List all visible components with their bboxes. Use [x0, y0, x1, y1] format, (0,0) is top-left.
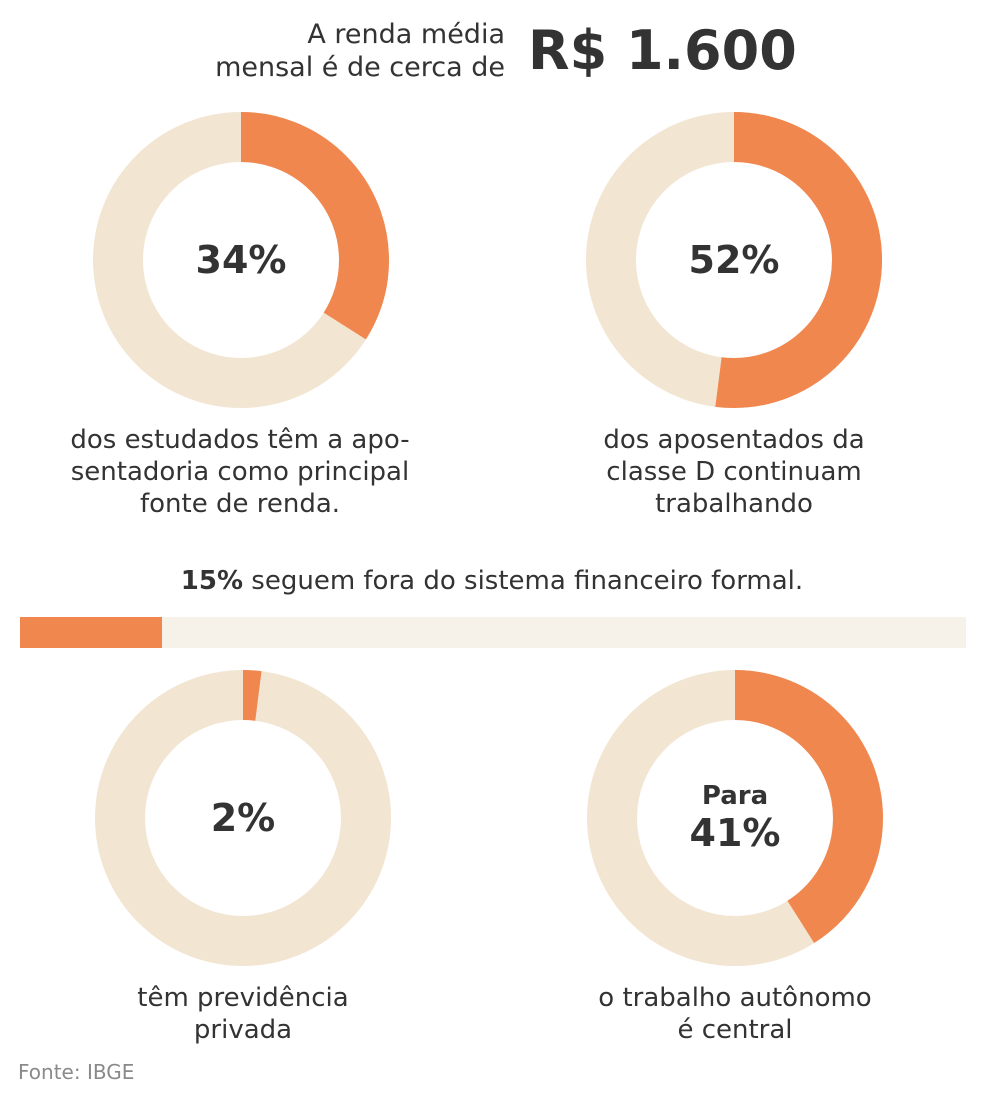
donut-caption: têm previdência privada — [43, 982, 443, 1046]
donut-svg — [93, 112, 389, 408]
donut-caption: dos estudados têm a apo- sentadoria como… — [40, 424, 440, 520]
donut-center-value: 52% — [688, 238, 780, 282]
bar-label: 15% seguem fora do sistema financeiro fo… — [0, 564, 984, 598]
donut-chart-self-employment: Para 41% — [587, 670, 883, 966]
caption-line: sentadoria como principal — [70, 457, 410, 487]
donut-value-arc — [586, 112, 882, 408]
donut-center: 2% — [95, 670, 391, 966]
donut-center-prefix: Para — [701, 781, 769, 811]
donut-center-value: 41% — [689, 811, 781, 855]
caption-line: classe D continuam — [606, 457, 862, 487]
donut-center-value: 34% — [195, 238, 287, 282]
bar-fill — [20, 617, 162, 648]
headline-value: R$ 1.600 — [528, 19, 797, 82]
donut-center: 34% — [93, 112, 389, 408]
donut-chart-private-pension: 2% — [95, 670, 391, 966]
donut-caption: dos aposentados da classe D continuam tr… — [534, 424, 934, 520]
headline-label: A renda média mensal é de cerca de — [150, 18, 505, 84]
donut-center: 52% — [586, 112, 882, 408]
source-note: Fonte: IBGE — [18, 1060, 135, 1084]
donut-value-arc — [93, 112, 389, 408]
caption-line: é central — [677, 1015, 793, 1045]
donut-caption: o trabalho autônomo é central — [535, 982, 935, 1046]
bar-track — [20, 617, 966, 648]
donut-chart-retirement-income: 34% — [93, 112, 389, 408]
headline-label-line2: mensal é de cerca de — [215, 52, 505, 83]
caption-line: dos estudados têm a apo- — [70, 425, 410, 455]
donut-chart-retirees-working: 52% — [586, 112, 882, 408]
donut-svg — [587, 670, 883, 966]
bar-label-text: seguem fora do sistema financeiro formal… — [243, 566, 804, 596]
headline-label-line1: A renda média — [307, 19, 505, 50]
bar-label-value: 15% — [180, 566, 244, 596]
caption-line: dos aposentados da — [603, 425, 865, 455]
donut-center-value: 2% — [210, 796, 276, 840]
caption-line: o trabalho autônomo — [598, 983, 872, 1013]
caption-line: privada — [193, 1015, 293, 1045]
caption-line: fonte de renda. — [139, 489, 341, 519]
donut-value-arc — [95, 670, 391, 966]
caption-line: trabalhando — [655, 489, 813, 519]
donut-svg — [586, 112, 882, 408]
donut-center: Para 41% — [587, 670, 883, 966]
donut-svg — [95, 670, 391, 966]
caption-line: têm previdência — [137, 983, 349, 1013]
donut-value-arc — [587, 670, 883, 966]
